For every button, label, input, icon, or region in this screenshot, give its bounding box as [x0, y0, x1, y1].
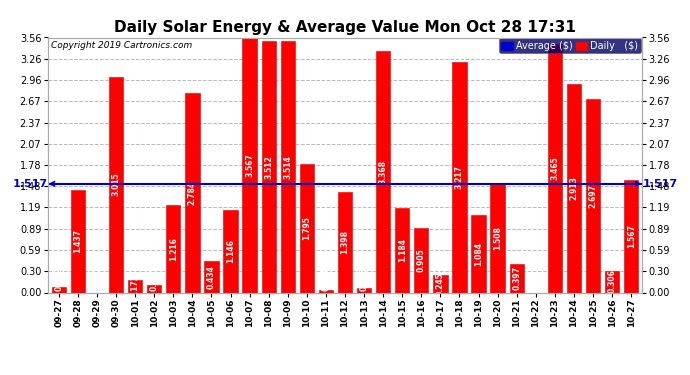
Text: 0.245: 0.245 — [436, 272, 445, 296]
Bar — [491, 184, 505, 292]
Bar — [357, 288, 371, 292]
Text: 1.184: 1.184 — [397, 238, 406, 262]
Bar — [185, 93, 199, 292]
Bar — [147, 285, 161, 292]
Text: 0.080: 0.080 — [55, 267, 63, 291]
Bar — [242, 37, 257, 292]
Text: 0.100: 0.100 — [150, 267, 159, 291]
Text: 2.913: 2.913 — [569, 176, 578, 200]
Text: 3.514: 3.514 — [284, 155, 293, 178]
Text: 0.000: 0.000 — [92, 267, 101, 291]
Text: 0.065: 0.065 — [359, 267, 368, 291]
Bar — [166, 206, 180, 292]
Text: 3.015: 3.015 — [112, 172, 121, 196]
Bar — [281, 41, 295, 292]
Bar — [395, 208, 409, 292]
Bar — [376, 51, 391, 292]
Text: 1.508: 1.508 — [493, 226, 502, 251]
Bar — [433, 275, 448, 292]
Bar — [566, 84, 581, 292]
Bar — [204, 261, 219, 292]
Text: 3.368: 3.368 — [379, 160, 388, 184]
Text: 1.517: 1.517 — [642, 179, 678, 189]
Text: 0.905: 0.905 — [417, 248, 426, 272]
Text: 3.567: 3.567 — [245, 153, 254, 177]
Text: 3.465: 3.465 — [551, 156, 560, 180]
Text: Copyright 2019 Cartronics.com: Copyright 2019 Cartronics.com — [51, 41, 193, 50]
Text: 1.146: 1.146 — [226, 240, 235, 263]
Bar — [70, 190, 85, 292]
Title: Daily Solar Energy & Average Value Mon Oct 28 17:31: Daily Solar Energy & Average Value Mon O… — [114, 20, 576, 35]
Text: 0.173: 0.173 — [130, 274, 139, 298]
Text: 1.567: 1.567 — [627, 225, 635, 248]
Text: 1.216: 1.216 — [169, 237, 178, 261]
Text: 1.398: 1.398 — [340, 230, 350, 254]
Text: 0.000: 0.000 — [531, 267, 540, 291]
Text: 0.034: 0.034 — [322, 267, 331, 291]
Bar — [510, 264, 524, 292]
Bar — [224, 210, 237, 292]
Text: 3.512: 3.512 — [264, 155, 273, 178]
Text: 1.795: 1.795 — [302, 216, 311, 240]
Bar — [319, 290, 333, 292]
Bar — [299, 164, 314, 292]
Bar — [262, 41, 276, 292]
Text: 1.084: 1.084 — [474, 242, 483, 266]
Text: 2.697: 2.697 — [589, 184, 598, 208]
Bar — [471, 215, 486, 292]
Legend: Average ($), Daily   ($): Average ($), Daily ($) — [499, 39, 641, 53]
Bar — [586, 99, 600, 292]
Bar — [414, 228, 428, 292]
Bar — [453, 62, 466, 292]
Text: 3.217: 3.217 — [455, 165, 464, 189]
Text: 0.397: 0.397 — [512, 266, 521, 290]
Bar — [338, 192, 352, 292]
Bar — [52, 287, 66, 292]
Bar — [128, 280, 142, 292]
Bar — [548, 44, 562, 292]
Text: 2.784: 2.784 — [188, 181, 197, 205]
Text: 0.306: 0.306 — [608, 270, 617, 294]
Text: 0.434: 0.434 — [207, 265, 216, 289]
Bar — [605, 271, 620, 292]
Text: 1.517: 1.517 — [12, 179, 48, 189]
Bar — [109, 76, 124, 292]
Text: 1.437: 1.437 — [73, 229, 82, 253]
Bar — [624, 180, 638, 292]
